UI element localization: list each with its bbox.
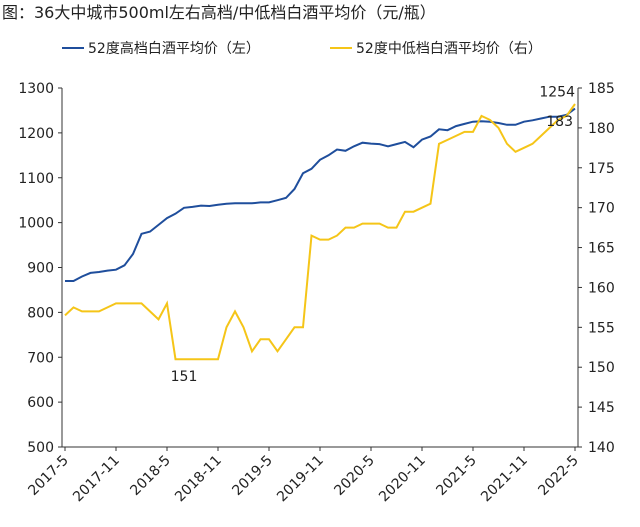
data-label: 183 xyxy=(546,114,573,130)
y-tick-label: 1200 xyxy=(18,126,54,142)
x-tick-label: 2019-11 xyxy=(274,453,327,506)
x-tick-label: 2021-5 xyxy=(433,453,479,499)
y-tick-label: 600 xyxy=(27,395,54,411)
y2-tick-label: 145 xyxy=(588,400,615,416)
y2-tick-label: 170 xyxy=(588,201,615,217)
y-tick-label: 1100 xyxy=(18,171,54,187)
x-tick-label: 2018-5 xyxy=(127,453,173,499)
x-tick-label: 2022-5 xyxy=(535,453,581,499)
y-tick-label: 1300 xyxy=(18,81,54,97)
y2-tick-label: 185 xyxy=(588,81,615,97)
x-tick-label: 2017-11 xyxy=(70,453,123,506)
y2-tick-label: 180 xyxy=(588,121,615,137)
legend-label: 52度中低档白酒平均价（右） xyxy=(356,41,542,57)
series-line xyxy=(65,107,576,282)
y2-tick-label: 165 xyxy=(588,241,615,257)
y-tick-label: 1000 xyxy=(18,216,54,232)
data-label: 151 xyxy=(171,369,198,385)
y-tick-label: 800 xyxy=(27,305,54,321)
y2-tick-label: 140 xyxy=(588,440,615,456)
y-tick-label: 900 xyxy=(27,261,54,277)
chart-title: 图：36大中城市500ml左右高档/中低档白酒平均价（元/瓶） xyxy=(2,3,436,22)
x-tick-label: 2018-11 xyxy=(172,453,225,506)
x-tick-label: 2019-5 xyxy=(229,453,275,499)
legend-label: 52度高档白酒平均价（左） xyxy=(88,40,260,57)
y2-tick-label: 155 xyxy=(588,320,615,336)
y-tick-label: 500 xyxy=(27,440,54,456)
x-tick-label: 2020-11 xyxy=(376,453,429,506)
x-tick-label: 2020-5 xyxy=(331,453,377,499)
x-tick-label: 2021-11 xyxy=(478,453,531,506)
y-tick-label: 700 xyxy=(27,350,54,366)
y2-tick-label: 150 xyxy=(588,360,615,376)
series-line xyxy=(64,103,576,361)
x-tick-label: 2017-5 xyxy=(25,453,71,499)
data-label: 1254 xyxy=(539,85,575,101)
y2-tick-label: 175 xyxy=(588,161,615,177)
y2-tick-label: 160 xyxy=(588,280,615,296)
